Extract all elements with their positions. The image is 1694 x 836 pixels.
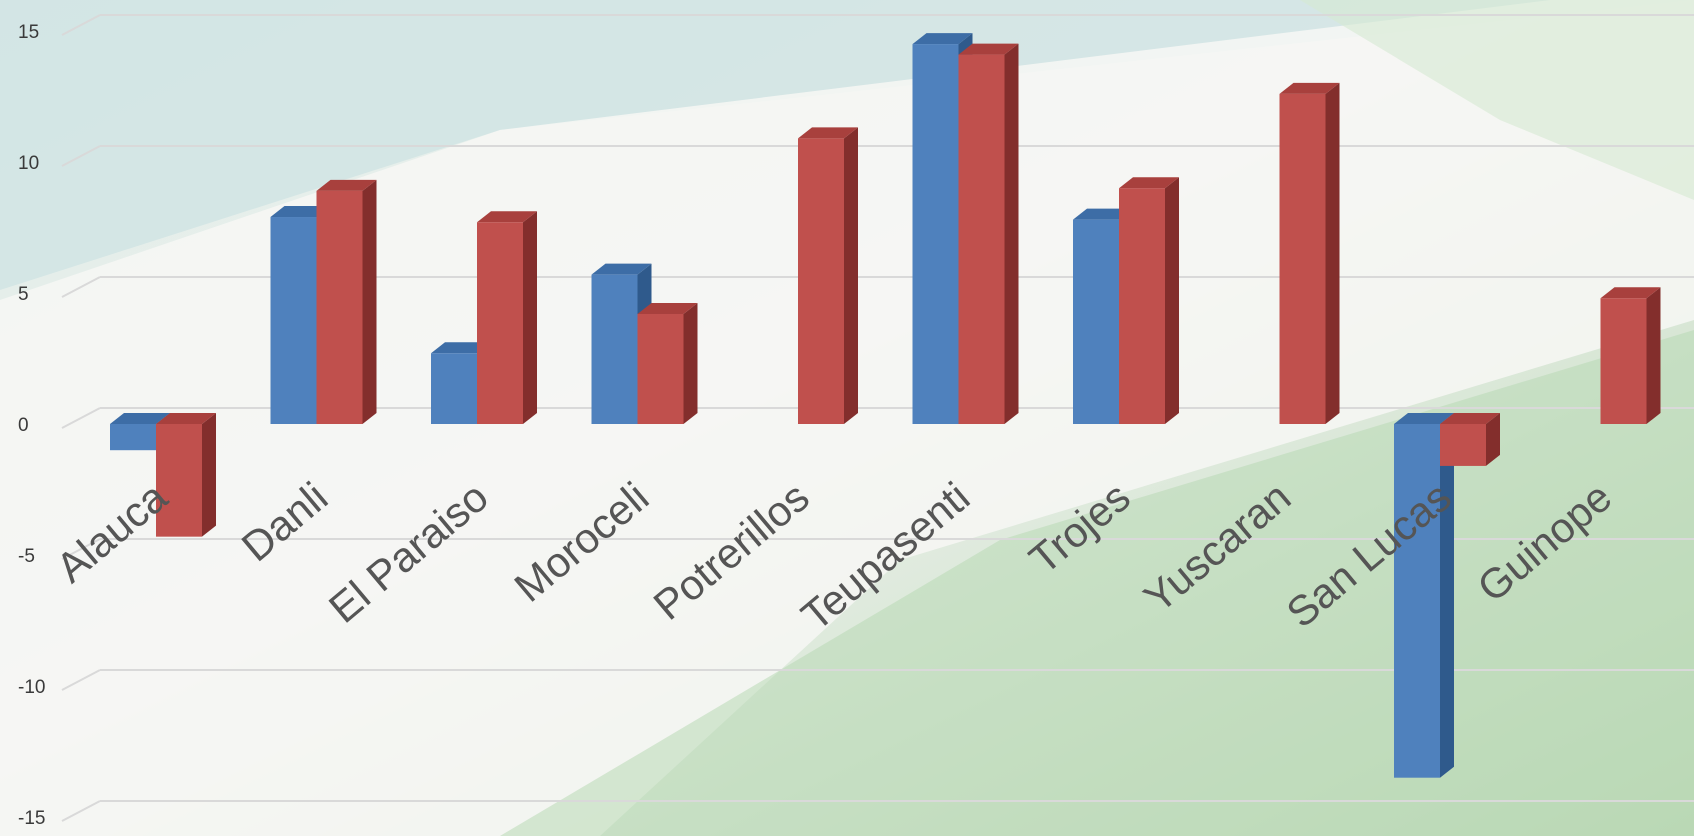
- bar-series-2-el-paraiso: [477, 211, 537, 424]
- bar-series-2-potrerillos: [798, 127, 858, 425]
- bar-series-2-san-lucas: [1440, 413, 1500, 466]
- bar-top-face: [316, 179, 377, 191]
- gridline-floor-1: [61, 145, 101, 167]
- bar-top-face: [1600, 287, 1661, 299]
- bar-series-2-danli: [316, 179, 377, 424]
- bar-top-face: [591, 263, 652, 275]
- bar-front-face: [912, 44, 959, 424]
- y-tick-label: -5: [18, 546, 35, 567]
- gridline-floor-5: [61, 669, 101, 691]
- bar-front-face: [591, 274, 638, 424]
- bar-top-face: [912, 33, 973, 45]
- bar-series-1-san-lucas: [1394, 413, 1454, 778]
- bar-side-face: [1486, 413, 1500, 466]
- bar-front-face: [1119, 188, 1165, 424]
- bar-series-2-yuscaran: [1279, 82, 1340, 424]
- gridline-floor-0: [61, 14, 101, 36]
- bar-front-face: [1073, 219, 1119, 424]
- bar-front-face: [431, 353, 477, 424]
- bar-front-face: [477, 222, 523, 424]
- bar-series-2-trojes: [1119, 177, 1179, 424]
- bar-side-face: [523, 211, 537, 424]
- bar-side-face: [1325, 82, 1340, 424]
- bar-side-face: [362, 179, 377, 424]
- bar-top-face: [110, 413, 170, 424]
- y-tick-label: 15: [18, 22, 39, 43]
- bar-top-face: [431, 342, 491, 354]
- bar-front-face: [1279, 93, 1326, 424]
- bar-front-face: [156, 424, 202, 537]
- bar-top-face: [958, 43, 1019, 55]
- bar-front-face: [270, 217, 317, 424]
- bar-top-face: [1279, 82, 1340, 94]
- bar-side-face: [1004, 43, 1019, 424]
- bar-side-face: [1440, 413, 1454, 778]
- y-tick-label: 10: [18, 153, 39, 174]
- bar-front-face: [1394, 424, 1440, 778]
- y-tick-label: -10: [18, 677, 45, 698]
- gridline-floor-4: [61, 538, 101, 560]
- bar-top-face: [1073, 208, 1133, 220]
- bar-front-face: [1440, 424, 1486, 466]
- bar-front-face: [110, 424, 156, 451]
- gridline-floor-2: [61, 276, 101, 298]
- bar-side-face: [844, 127, 858, 425]
- bar-top-face: [477, 211, 537, 223]
- bar-top-face: [1394, 413, 1454, 424]
- bar-front-face: [1600, 298, 1647, 424]
- gridline-floor-6: [61, 800, 101, 822]
- y-tick-label: 5: [18, 284, 29, 305]
- bar-top-face: [637, 302, 698, 314]
- bar-side-face: [683, 302, 698, 424]
- bar-series-2-alauca: [156, 413, 216, 537]
- gridline-floor-3: [61, 407, 101, 429]
- y-tick-label: -15: [18, 808, 45, 829]
- bar-series-2-guinope: [1600, 287, 1661, 424]
- bars: [110, 33, 1661, 778]
- bar-top-face: [156, 413, 216, 424]
- bar-front-face: [637, 313, 684, 424]
- bar-front-face: [958, 54, 1005, 424]
- bar-front-face: [798, 138, 844, 425]
- bar-front-face: [316, 190, 363, 424]
- bar-side-face: [202, 413, 216, 537]
- bar-side-face: [1646, 287, 1661, 424]
- bar-series-2-moroceli: [637, 302, 698, 424]
- bar-series-2-teupasenti: [958, 43, 1019, 424]
- bar-top-face: [1119, 177, 1179, 189]
- bar-top-face: [270, 206, 331, 218]
- bar-top-face: [1440, 413, 1500, 424]
- bar-top-face: [798, 127, 858, 139]
- bar-side-face: [1165, 177, 1179, 424]
- y-tick-label: 0: [18, 415, 29, 436]
- y-axis-ticks: 15 10 5 0 -5 -10 -15: [18, 22, 45, 829]
